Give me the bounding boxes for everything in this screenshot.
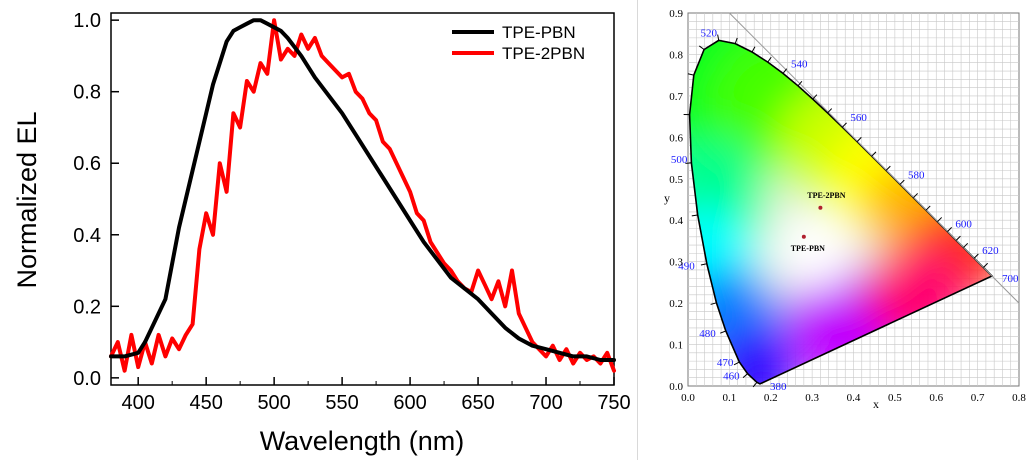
el-y-tick-label: 0.4 — [73, 225, 101, 247]
locus-tick — [734, 37, 738, 44]
cie-y-tick-label: 0.8 — [669, 49, 683, 61]
wavelength-label-480: 480 — [699, 328, 716, 340]
el-x-tick-label: 650 — [461, 392, 494, 414]
locus-tick — [751, 46, 756, 53]
locus-tick — [733, 361, 740, 366]
locus-tick — [767, 56, 772, 63]
cie-y-axis-label: y — [664, 191, 670, 205]
locus-tick — [947, 227, 953, 232]
wavelength-label-540: 540 — [791, 58, 808, 70]
locus-tick — [937, 217, 943, 223]
locus-tick — [719, 330, 726, 334]
locus-tick — [871, 151, 877, 157]
el-x-tick-label: 550 — [325, 392, 358, 414]
el-series-tpe-pbn — [109, 18, 616, 362]
locus-tick — [913, 193, 919, 199]
el-x-tick-label: 750 — [597, 392, 630, 414]
cie-x-tick-label: 0.2 — [764, 392, 778, 404]
wavelength-label-560: 560 — [850, 112, 867, 124]
legend-label-tpe-pbn: TPE-PBN — [502, 23, 576, 42]
locus-tick — [812, 94, 818, 100]
el-series-tpe-2pbn — [109, 18, 616, 373]
locus-tick — [687, 73, 694, 76]
cie-point-tpe-pbn — [801, 234, 806, 239]
cie-x-tick-label: 0.6 — [929, 392, 943, 404]
cie-x-axis-label: x — [873, 397, 879, 411]
cie-point-label-tpe-pbn: TPE-PBN — [791, 244, 825, 253]
cie-point-tpe-2pbn — [818, 205, 823, 210]
wavelength-label-520: 520 — [700, 27, 717, 39]
cie-point-label-tpe-2pbn: TPE-2PBN — [807, 191, 845, 200]
el-y-tick-label: 1.0 — [73, 10, 101, 32]
locus-tick — [963, 242, 969, 248]
locus-tick — [717, 34, 720, 41]
locus-tick — [973, 253, 979, 259]
cie-y-tick-label: 0.0 — [669, 381, 683, 393]
locus-tick — [742, 373, 748, 379]
locus-tick — [827, 108, 833, 114]
cie-y-tick-label: 0.9 — [669, 8, 683, 20]
locus-tick — [752, 381, 758, 388]
wavelength-label-620: 620 — [982, 245, 999, 257]
cie-y-tick-label: 0.7 — [669, 91, 683, 103]
locus-tick — [842, 122, 847, 128]
locus-tick — [899, 179, 905, 185]
locus-tick — [698, 45, 705, 50]
locus-tick — [710, 302, 717, 305]
locus-tick — [983, 262, 989, 268]
locus-tick — [782, 68, 788, 74]
el-y-tick-label: 0.6 — [73, 153, 101, 175]
el-x-tick-label: 500 — [257, 392, 290, 414]
locus-tick — [955, 235, 961, 241]
cie-y-tick-label: 0.3 — [669, 257, 683, 269]
el-x-tick-label: 600 — [393, 392, 426, 414]
wavelength-label-380: 380 — [770, 381, 787, 393]
wavelength-label-700: 700 — [1002, 273, 1019, 285]
cie-y-tick-label: 0.6 — [669, 132, 683, 144]
wavelength-label-470: 470 — [717, 357, 734, 369]
el-y-tick-label: 0.8 — [73, 82, 101, 104]
el-y-tick-label: 0.0 — [73, 368, 101, 390]
el-x-tick-label: 700 — [529, 392, 562, 414]
wavelength-label-490: 490 — [678, 261, 695, 273]
wavelength-label-460: 460 — [723, 371, 740, 383]
locus-tick — [856, 137, 862, 142]
locus-reference-line — [729, 12, 1020, 304]
cie-x-tick-label: 0.7 — [971, 392, 985, 404]
locus-tick — [925, 205, 931, 211]
cie-x-tick-label: 0.4 — [847, 392, 861, 404]
el-x-tick-label: 400 — [122, 392, 155, 414]
wavelength-label-600: 600 — [955, 219, 972, 231]
el-x-axis-label: Wavelength (nm) — [260, 426, 465, 456]
cie-y-tick-label: 0.1 — [669, 340, 683, 352]
cie-x-tick-label: 0.0 — [681, 392, 695, 404]
cie-x-tick-label: 0.1 — [723, 392, 737, 404]
cie-x-tick-label: 0.5 — [888, 392, 902, 404]
el-plot-frame — [110, 12, 615, 386]
legend-label-tpe-2pbn: TPE-2PBN — [502, 44, 585, 63]
wavelength-label-580: 580 — [908, 169, 925, 181]
cie-x-tick-label: 0.8 — [1012, 392, 1026, 404]
el-x-tick-label: 450 — [189, 392, 222, 414]
el-y-tick-label: 0.2 — [73, 296, 101, 318]
cie-y-tick-label: 0.5 — [669, 174, 683, 186]
locus-tick — [691, 214, 698, 217]
cie-y-tick-label: 0.2 — [669, 298, 683, 310]
panel-divider — [637, 0, 638, 460]
locus-tick — [700, 263, 707, 266]
locus-tick — [885, 165, 891, 171]
cie-chromaticity-chart: 380460470480490500520540560580600620700 … — [664, 8, 1026, 411]
wavelength-label-500: 500 — [671, 154, 688, 166]
el-spectrum-chart: 400 450 500 550 600 650 700 750 0.0 0.2 0.4 0.6 0.8 1… — [12, 10, 631, 456]
cie-y-tick-label: 0.4 — [669, 215, 683, 227]
el-y-axis-label: Normalized EL — [12, 111, 42, 288]
locus-tick — [797, 80, 803, 87]
cie-x-tick-label: 0.3 — [805, 392, 819, 404]
el-legend: TPE-PBN TPE-2PBN — [452, 23, 585, 63]
